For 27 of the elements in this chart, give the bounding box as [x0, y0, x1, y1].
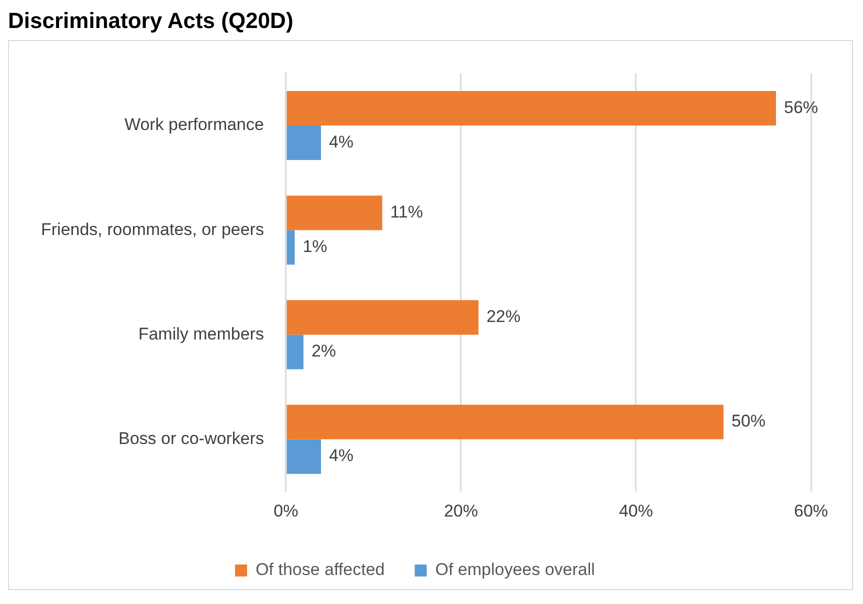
bar	[286, 404, 724, 440]
x-tick-label: 60%	[794, 501, 828, 520]
y-tick-label: Family members	[138, 324, 264, 344]
bar	[286, 126, 321, 160]
bar	[286, 439, 321, 474]
data-label: 50%	[731, 412, 766, 431]
bar	[286, 196, 382, 230]
bar	[286, 334, 304, 370]
bar	[286, 90, 776, 126]
y-tick-label: Work performance	[124, 115, 264, 134]
data-label: 1%	[302, 237, 328, 256]
data-label: 4%	[328, 132, 354, 152]
data-label: 2%	[311, 342, 336, 361]
chart-title: Discriminatory Acts (Q20D)	[8, 8, 294, 34]
data-label: 11%	[390, 202, 423, 222]
legend-label: Of those affected	[256, 560, 385, 580]
data-label: 4%	[328, 446, 354, 466]
data-label: 56%	[784, 98, 818, 117]
bar	[286, 230, 295, 265]
y-tick-label: Boss or co-workers	[118, 428, 264, 448]
x-tick-label: 40%	[618, 501, 654, 520]
x-tick-label: 20%	[444, 501, 478, 520]
bar	[286, 300, 478, 335]
x-tick-label: 0%	[274, 501, 298, 520]
legend-label: Of employees overall	[435, 560, 595, 580]
data-label: 22%	[486, 307, 521, 326]
y-tick-label: Friends, roommates, or peers	[41, 220, 264, 239]
